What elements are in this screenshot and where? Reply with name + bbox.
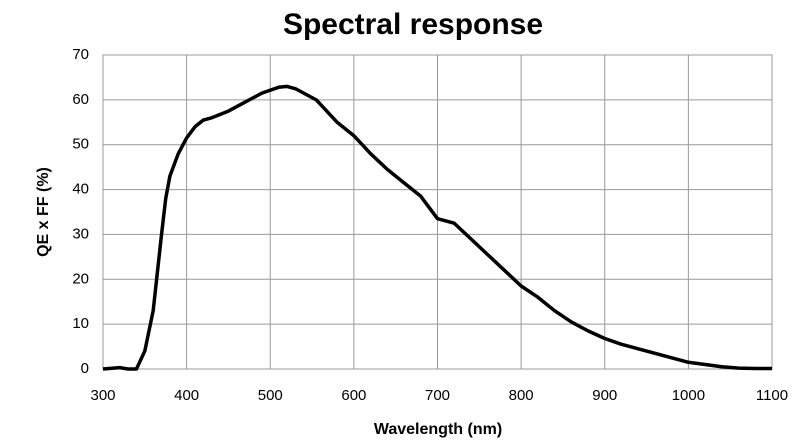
y-tick-label: 60: [72, 91, 89, 108]
y-tick-label: 40: [72, 181, 89, 198]
x-tick-label: 400: [174, 387, 199, 404]
y-tick-label: 0: [81, 360, 89, 377]
y-axis-label: QE x FF (%): [35, 167, 52, 257]
x-tick-label: 900: [592, 387, 617, 404]
x-axis-label: Wavelength (nm): [374, 421, 502, 438]
line-series: [102, 84, 772, 371]
x-tick-label: 700: [425, 387, 450, 404]
chart-title: Spectral response: [283, 8, 543, 41]
x-tick-label: 1100: [756, 387, 788, 404]
x-tick-label: 500: [258, 387, 283, 404]
y-tick-label: 70: [72, 46, 89, 63]
y-tick-label: 20: [72, 270, 89, 287]
x-tick-label: 300: [90, 387, 115, 404]
y-tick-label: 50: [72, 136, 89, 153]
x-tick-label: 800: [509, 387, 534, 404]
x-tick-label: 1000: [672, 387, 705, 404]
y-tick-label: 30: [72, 225, 89, 242]
plot-border: [102, 54, 773, 370]
x-tick-label: 600: [341, 387, 366, 404]
y-tick-label: 10: [72, 315, 89, 332]
